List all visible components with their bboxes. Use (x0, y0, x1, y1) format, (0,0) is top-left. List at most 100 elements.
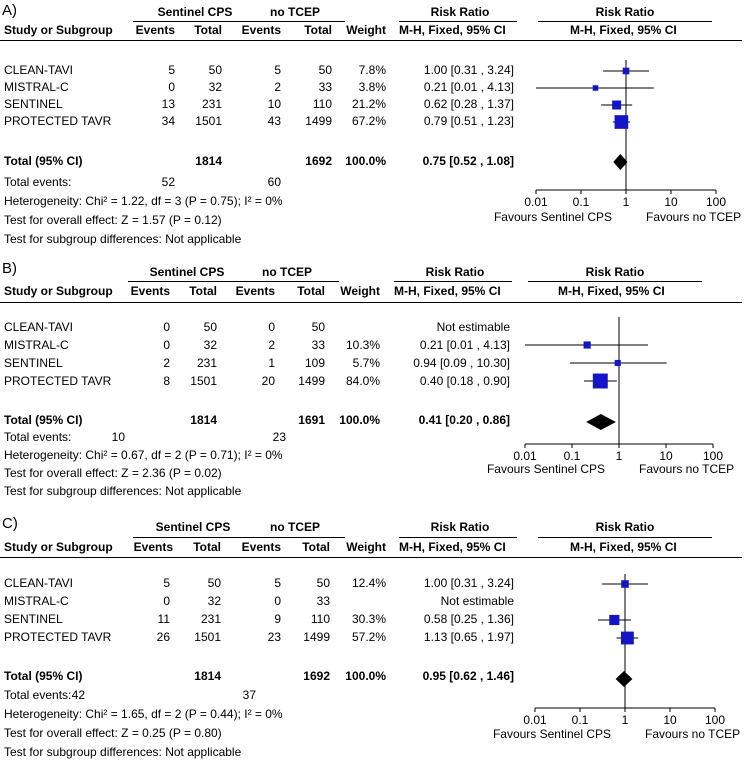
events1-value: 11 (157, 612, 170, 626)
total1-value: 1814 (190, 413, 217, 427)
favours-right-label: Favours no TCEP (646, 210, 741, 224)
total-events2: 23 (272, 430, 286, 444)
favours-right-label: Favours no TCEP (645, 727, 740, 741)
total-label: Total (95% CI) (4, 669, 83, 683)
x-axis-tick-label: 100 (706, 195, 726, 209)
panel-label: B) (2, 260, 17, 277)
study-name: MISTRAL-C (4, 338, 69, 352)
pooled-estimate-diamond (613, 154, 628, 170)
heterogeneity-text: Heterogeneity: Chi² = 1.22, df = 3 (P = … (4, 194, 283, 208)
events1-value: 0 (168, 80, 175, 94)
header-underline-plot (538, 21, 712, 22)
total1-value: 231 (201, 97, 222, 111)
events2-column-header: Events (235, 284, 275, 298)
total-label: Total (95% CI) (4, 413, 83, 427)
total-weight: 100.0% (345, 154, 386, 168)
method-column-header: M-H, Fixed, 95% CI (399, 540, 506, 554)
method-column-header: M-H, Fixed, 95% CI (399, 23, 506, 37)
events2-value: 20 (261, 374, 275, 388)
overall-effect-text: Test for overall effect: Z = 2.36 (P = 0… (4, 466, 222, 480)
events2-value: 10 (267, 97, 281, 111)
weight-value: 21.2% (351, 97, 386, 111)
favours-right-label: Favours no TCEP (639, 462, 734, 476)
total1-value: 32 (207, 594, 221, 608)
favours-left-label: Favours Sentinel CPS (493, 727, 611, 741)
total2-value: 33 (318, 80, 332, 94)
header-underline-rr (394, 281, 512, 282)
ci-value: 0.79 [0.51 , 1.23] (423, 114, 514, 128)
ci-value: 0.94 [0.09 , 10.30] (413, 356, 510, 370)
weight-value: 12.4% (351, 576, 386, 590)
total-events-label: Total events: (4, 430, 72, 444)
header-bottom-rule (0, 40, 742, 41)
subgroup-diff-text: Test for subgroup differences: Not appli… (4, 232, 242, 246)
x-axis-tick-label: 0.1 (572, 713, 589, 727)
events2-value: 9 (274, 612, 281, 626)
study-point-marker (614, 115, 629, 129)
weight-column-header: Weight (346, 23, 386, 37)
total2-value: 1692 (305, 154, 332, 168)
study-point-marker (622, 67, 630, 75)
overall-effect-text: Test for overall effect: Z = 1.57 (P = 0… (4, 213, 222, 227)
total1-value: 1501 (190, 374, 217, 388)
total1-value: 50 (203, 320, 217, 334)
events1-value: 2 (163, 356, 170, 370)
header-bottom-rule (0, 557, 742, 558)
study-point-marker (621, 580, 629, 588)
group2-header: no TCEP (262, 265, 312, 279)
weight-value: 7.8% (358, 63, 386, 77)
events1-value: 0 (163, 320, 170, 334)
total-events1: 52 (161, 175, 175, 189)
x-axis-tick-label: 10 (664, 195, 678, 209)
header-underline-group2 (239, 537, 345, 538)
x-axis-tick-label: 0.01 (513, 449, 537, 463)
heterogeneity-text: Heterogeneity: Chi² = 1.65, df = 2 (P = … (4, 707, 283, 721)
weight-value: 67.2% (351, 114, 386, 128)
events1-column-header: Events (133, 540, 173, 554)
events1-value: 26 (156, 630, 170, 644)
total-ci: 0.41 [0.20 , 0.86] (418, 413, 510, 427)
risk-ratio-header-plot: Risk Ratio (585, 265, 645, 279)
study-name: CLEAN-TAVI (4, 63, 73, 77)
total-label: Total (95% CI) (4, 154, 83, 168)
study-point-marker (583, 341, 591, 349)
risk-ratio-header-table: Risk Ratio (430, 5, 490, 19)
study-name: MISTRAL-C (4, 594, 69, 608)
events2-value: 0 (268, 320, 275, 334)
events1-column-header: Events (130, 284, 170, 298)
header-underline-group2 (239, 21, 345, 22)
risk-ratio-header-plot: Risk Ratio (595, 520, 655, 534)
ci-value: 0.58 [0.25 , 1.36] (423, 612, 514, 626)
header-bottom-rule (0, 302, 742, 303)
x-axis-tick-label: 0.1 (573, 195, 590, 209)
study-name: SENTINEL (4, 97, 63, 111)
method-plot-header: M-H, Fixed, 95% CI (570, 23, 677, 37)
total2-value: 1499 (303, 630, 330, 644)
total2-value: 109 (304, 356, 325, 370)
total1-value: 1814 (195, 154, 222, 168)
events1-value: 5 (168, 63, 175, 77)
weight-value: 57.2% (351, 630, 386, 644)
forest-panel-c: C) Sentinel CPS no TCEP Risk Ratio Risk … (0, 510, 745, 763)
events1-value: 5 (163, 576, 170, 590)
total2-value: 110 (310, 612, 330, 626)
x-axis-tick-label: 10 (659, 449, 673, 463)
total-events-label: Total events: (4, 688, 72, 702)
total-events1: 10 (111, 430, 125, 444)
total1-value: 1814 (194, 669, 221, 683)
total2-column-header: Total (302, 540, 330, 554)
forest-panel-a: A) Sentinel CPS no TCEP Risk Ratio Risk … (0, 0, 745, 252)
events2-column-header: Events (241, 23, 281, 37)
subgroup-diff-text: Test for subgroup differences: Not appli… (4, 745, 242, 759)
total-events2: 37 (242, 688, 256, 702)
total-weight: 100.0% (345, 669, 386, 683)
total2-value: 50 (316, 576, 330, 590)
method-plot-header: M-H, Fixed, 95% CI (558, 284, 665, 298)
header-underline-group1 (128, 281, 248, 282)
study-name: CLEAN-TAVI (4, 320, 73, 334)
total2-column-header: Total (304, 23, 332, 37)
method-plot-header: M-H, Fixed, 95% CI (570, 540, 677, 554)
x-axis-tick-label: 0.01 (524, 195, 548, 209)
total1-value: 231 (200, 612, 221, 626)
study-point-marker (620, 631, 634, 645)
